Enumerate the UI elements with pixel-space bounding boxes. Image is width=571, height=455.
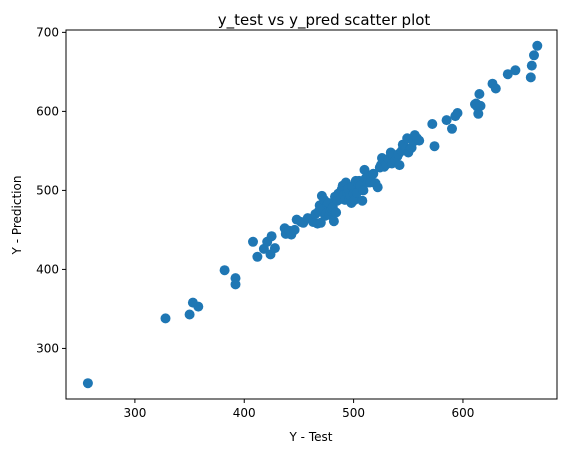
data-point <box>502 69 513 80</box>
y-tick-label: 400 <box>36 262 59 276</box>
data-point <box>473 108 484 119</box>
x-tick-label: 500 <box>342 406 365 420</box>
data-point <box>441 115 452 126</box>
data-point <box>160 313 171 324</box>
data-point <box>452 108 463 118</box>
plot-area-frame <box>65 29 558 400</box>
y-axis-label: Y - Prediction <box>10 176 24 256</box>
data-point <box>429 141 440 152</box>
data-point <box>427 119 438 129</box>
points-layer <box>82 40 543 389</box>
data-point <box>193 301 204 312</box>
data-point <box>82 378 93 389</box>
data-point <box>475 100 486 111</box>
data-point <box>248 236 258 247</box>
data-point <box>289 224 300 235</box>
data-point <box>269 243 280 254</box>
x-axis-label: Y - Test <box>289 430 333 444</box>
data-point <box>219 265 230 276</box>
x-axis-ticks: 300 400 500 600 <box>123 399 474 420</box>
data-point <box>357 195 368 206</box>
data-point <box>510 65 521 76</box>
data-point <box>252 251 263 262</box>
data-point <box>525 72 536 83</box>
data-point <box>372 182 383 193</box>
y-tick-label: 500 <box>36 183 59 197</box>
x-tick-label: 600 <box>452 406 475 420</box>
data-point <box>526 60 537 71</box>
x-tick-label: 300 <box>123 406 146 420</box>
data-point <box>394 160 405 171</box>
y-tick-label: 600 <box>36 104 59 118</box>
data-point <box>230 279 241 290</box>
x-tick-label: 400 <box>233 406 256 420</box>
y-tick-label: 300 <box>36 341 59 355</box>
data-point <box>414 135 425 146</box>
data-point <box>266 231 277 242</box>
y-tick-label: 700 <box>36 25 59 39</box>
data-point <box>184 309 195 320</box>
data-point <box>328 216 339 227</box>
data-point <box>368 168 379 179</box>
data-point <box>532 40 543 51</box>
y-axis-ticks: 300 400 500 600 700 <box>36 25 66 355</box>
data-point <box>529 50 539 61</box>
data-point <box>358 185 369 196</box>
data-point <box>474 89 485 99</box>
data-point <box>359 164 370 175</box>
data-point <box>490 83 501 94</box>
data-point <box>447 123 457 134</box>
chart-title: y_test vs y_pred scatter plot <box>218 11 431 30</box>
data-point <box>331 207 342 218</box>
